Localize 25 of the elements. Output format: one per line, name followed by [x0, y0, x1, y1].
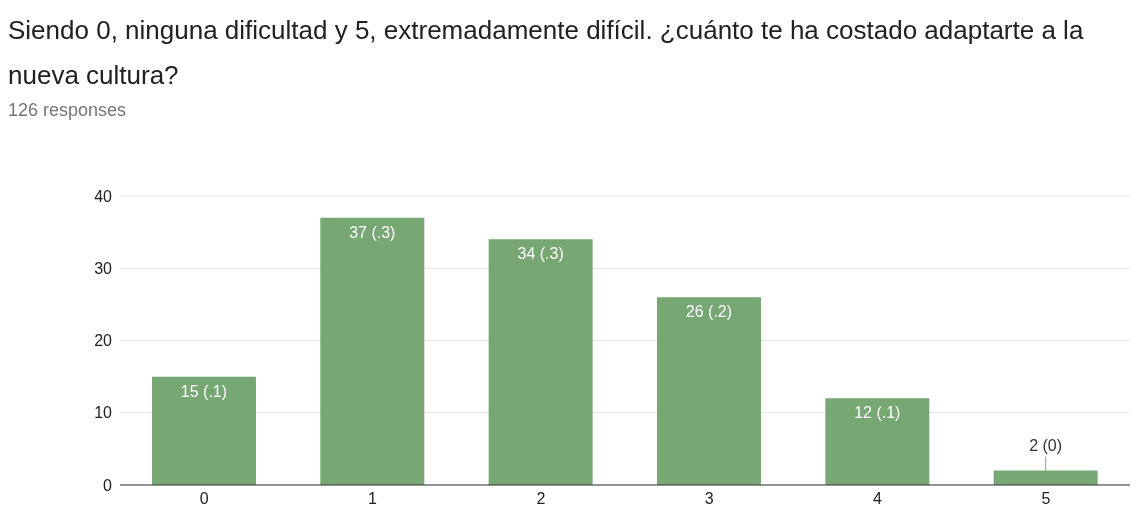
y-tick-label: 40	[94, 187, 113, 205]
data-label: 12 (.1)	[854, 404, 901, 422]
chart-title: Siendo 0, ninguna dificultad y 5, extremadamente difícil. ¿cuánto te ha costado adaptarte a la nueva cultura?	[8, 14, 1085, 92]
x-tick-label: 5	[1041, 490, 1051, 508]
bar	[320, 217, 425, 485]
bar	[825, 398, 930, 485]
y-tick-label: 0	[103, 476, 113, 494]
data-label: 37 (.3)	[349, 223, 396, 241]
data-label: 26 (.2)	[685, 303, 733, 321]
x-tick-label: 1	[368, 490, 378, 508]
x-tick-label: 0	[199, 490, 209, 508]
data-label: 15 (.1)	[180, 382, 228, 400]
bar	[151, 376, 256, 485]
y-tick-label: 10	[94, 404, 113, 422]
x-tick-label: 4	[873, 490, 883, 508]
x-tick-label: 3	[704, 490, 714, 508]
chart-subtitle: 126 responses	[8, 100, 127, 121]
bar	[656, 297, 761, 485]
bar	[488, 239, 593, 485]
bar	[993, 470, 1098, 485]
y-tick-label: 30	[94, 259, 113, 277]
data-label: 2 (0)	[1029, 436, 1063, 454]
x-tick-label: 2	[536, 490, 546, 508]
y-tick-label: 20	[94, 332, 113, 350]
data-label: 34 (.3)	[517, 245, 564, 263]
